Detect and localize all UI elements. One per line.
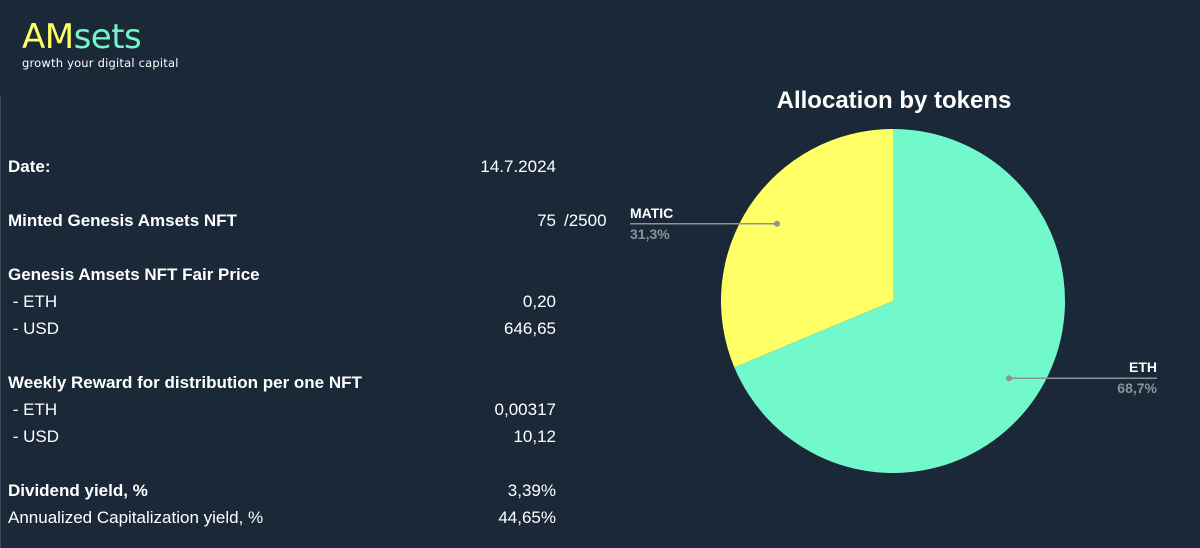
reward-usd-label: - USD [8,427,59,446]
amsets-logo: AMsets growth your digital capital [22,18,179,70]
minted-total: /2500 [564,211,607,230]
allocation-pie-chart: Allocation by tokens ETH 68,7% MATIC 31,3% [630,87,1158,474]
date-label: Date: [8,157,51,176]
fair-eth-value: 0,20 [522,292,556,311]
fair-usd-value: 646,65 [504,319,556,338]
date-value: 14.7.2024 [480,157,556,176]
slice-percent-eth: 68,7% [1117,380,1157,396]
fair-price-label: Genesis Amsets NFT Fair Price [8,265,260,284]
logo-am: AM [22,17,74,57]
pie-slice-matic [721,129,893,368]
logo-sets: sets [73,17,142,57]
reward-usd-value: 10,12 [513,427,556,446]
minted-label: Minted Genesis Amsets NFT [8,211,237,230]
slice-label-eth: ETH [1129,359,1157,375]
pie-slice-eth [734,129,1065,474]
fair-eth-label: - ETH [8,292,58,311]
chart-title: Allocation by tokens [777,87,1012,114]
slice-label-matic: MATIC [630,205,673,221]
annual-value: 44,65% [498,508,556,527]
dividend-value: 3,39% [507,481,556,500]
reward-eth-value: 0,00317 [494,400,556,419]
reward-label: Weekly Reward for distribution per one N… [8,373,362,392]
logo-tagline: growth your digital capital [22,56,179,70]
fair-usd-label: - USD [8,319,59,338]
left-edge-divider [0,96,1,548]
reward-eth-label: - ETH [8,400,58,419]
dividend-label: Dividend yield, % [8,481,148,500]
minted-value: 75 [537,211,556,230]
slice-percent-matic: 31,3% [630,226,670,242]
logo-wordmark: AMsets [22,18,179,56]
annual-label: Annualized Capitalization yield, % [8,508,264,527]
